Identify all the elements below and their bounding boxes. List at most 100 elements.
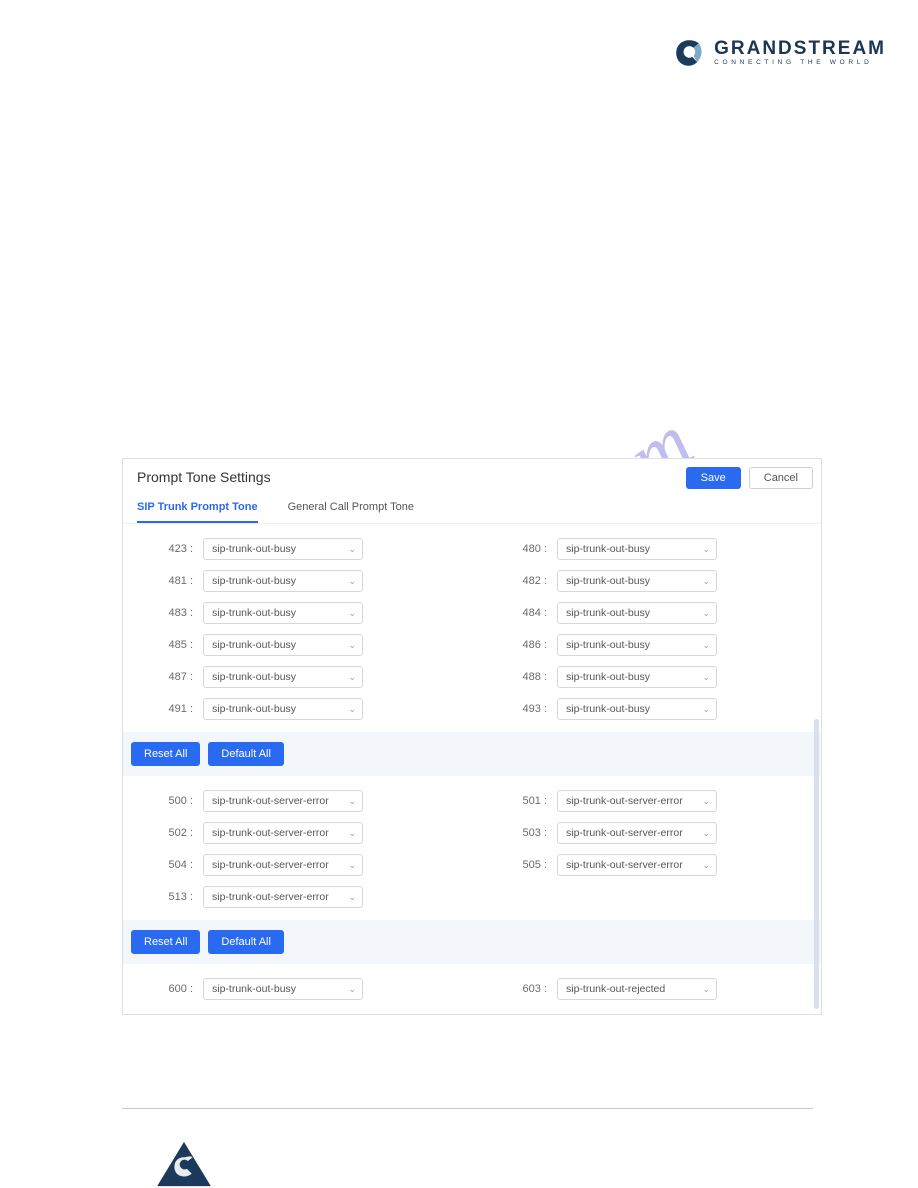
tone-select[interactable]: sip-trunk-out-busy⌄	[203, 698, 363, 720]
code-label: 503 :	[487, 827, 547, 839]
chevron-down-icon: ⌄	[348, 608, 356, 619]
code-label: 483 :	[133, 607, 193, 619]
chevron-down-icon: ⌄	[348, 704, 356, 715]
tone-select[interactable]: sip-trunk-out-busy⌄	[203, 634, 363, 656]
code-field: 487 : sip-trunk-out-busy ⌄	[133, 666, 457, 688]
code-field: 491 : sip-trunk-out-busy⌄	[133, 698, 457, 720]
prompt-tone-settings-panel: Prompt Tone Settings Save Cancel SIP Tru…	[122, 458, 822, 1015]
code-field: 603 : sip-trunk-out-rejected⌄	[487, 978, 811, 1000]
save-button[interactable]: Save	[686, 467, 741, 489]
brand-name: GRANDSTREAM	[714, 39, 886, 58]
chevron-down-icon: ⌄	[702, 576, 710, 587]
code-field: 493 :sip-trunk-out-busy⌄	[487, 698, 811, 720]
code-field: 513 : sip-trunk-out-server-error⌄	[133, 886, 457, 908]
tab-bar: SIP Trunk Prompt Tone General Call Promp…	[123, 489, 821, 524]
tone-select-value: sip-trunk-out-server-error	[566, 827, 683, 839]
tone-select-value: sip-trunk-out-busy	[566, 671, 650, 683]
tone-select-value: sip-trunk-out-busy	[212, 983, 296, 995]
tone-select[interactable]: sip-trunk-out-server-error⌄	[203, 854, 363, 876]
chevron-down-icon: ⌄	[348, 672, 356, 683]
tone-select[interactable]: sip-trunk-out-busy⌄	[557, 570, 717, 592]
code-field: 485 : sip-trunk-out-busy⌄	[133, 634, 457, 656]
default-all-button[interactable]: Default All	[208, 742, 284, 766]
brand-header: GRANDSTREAM CONNECTING THE WORLD	[674, 38, 886, 68]
tone-select[interactable]: sip-trunk-out-busy ⌄	[203, 602, 363, 624]
group-4xx-buttons: Reset All Default All	[123, 732, 821, 776]
reset-all-button[interactable]: Reset All	[131, 742, 200, 766]
code-field: 502 : sip-trunk-out-server-error⌄	[133, 822, 457, 844]
tab-sip-trunk[interactable]: SIP Trunk Prompt Tone	[137, 495, 258, 523]
code-label: 486 :	[487, 639, 547, 651]
tone-select[interactable]: sip-trunk-out-rejected⌄	[557, 978, 717, 1000]
chevron-down-icon: ⌄	[348, 796, 356, 807]
tone-select-value: sip-trunk-out-busy	[212, 575, 296, 587]
code-label: 500 :	[133, 795, 193, 807]
chevron-down-icon: ⌄	[348, 544, 356, 555]
tab-general-call[interactable]: General Call Prompt Tone	[288, 495, 414, 523]
code-label: 504 :	[133, 859, 193, 871]
footer-divider	[122, 1108, 813, 1109]
chevron-down-icon: ⌄	[348, 984, 356, 995]
chevron-down-icon: ⌄	[702, 704, 710, 715]
code-label: 423 :	[133, 543, 193, 555]
code-label: 513 :	[133, 891, 193, 903]
code-label: 485 :	[133, 639, 193, 651]
code-field: 501 :sip-trunk-out-server-error⌄	[487, 790, 811, 812]
tone-select-value: sip-trunk-out-busy	[566, 703, 650, 715]
tone-select[interactable]: sip-trunk-out-server-error⌄	[557, 790, 717, 812]
tone-select[interactable]: sip-trunk-out-server-error⌄	[557, 854, 717, 876]
code-label: 600 :	[133, 983, 193, 995]
tone-select-value: sip-trunk-out-server-error	[212, 859, 329, 871]
tone-select[interactable]: sip-trunk-out-busy ⌄	[203, 666, 363, 688]
code-label: 491 :	[133, 703, 193, 715]
tone-select[interactable]: sip-trunk-out-busy⌄	[557, 666, 717, 688]
tone-select[interactable]: sip-trunk-out-busy ⌄	[203, 978, 363, 1000]
tone-select-value: sip-trunk-out-server-error	[212, 795, 329, 807]
tone-select[interactable]: sip-trunk-out-busy ⌄	[557, 538, 717, 560]
tone-select[interactable]: sip-trunk-out-server-error⌄	[203, 822, 363, 844]
tone-select-value: sip-trunk-out-busy	[212, 543, 296, 555]
cancel-button[interactable]: Cancel	[749, 467, 813, 489]
reset-all-button[interactable]: Reset All	[131, 930, 200, 954]
panel-title: Prompt Tone Settings	[137, 469, 271, 485]
tone-select[interactable]: sip-trunk-out-busy ⌄	[203, 570, 363, 592]
tone-select-value: sip-trunk-out-server-error	[212, 827, 329, 839]
tone-select[interactable]: sip-trunk-out-server-error⌄	[203, 886, 363, 908]
chevron-down-icon: ⌄	[348, 576, 356, 587]
code-label: 488 :	[487, 671, 547, 683]
tone-select-value: sip-trunk-out-rejected	[566, 983, 665, 995]
tone-select[interactable]: sip-trunk-out-busy⌄	[557, 602, 717, 624]
code-field: 500 : sip-trunk-out-server-error ⌄	[133, 790, 457, 812]
tone-select-value: sip-trunk-out-busy	[212, 607, 296, 619]
tone-select[interactable]: sip-trunk-out-server-error ⌄	[557, 822, 717, 844]
code-label: 484 :	[487, 607, 547, 619]
code-field: 484 : sip-trunk-out-busy⌄	[487, 602, 811, 624]
code-group-5xx: 500 : sip-trunk-out-server-error ⌄ 501 :sip…	[123, 776, 821, 920]
tone-select-value: sip-trunk-out-busy	[212, 671, 296, 683]
tone-select[interactable]: sip-trunk-out-server-error ⌄	[203, 790, 363, 812]
code-label: 603 :	[487, 983, 547, 995]
tone-select-value: sip-trunk-out-busy	[566, 543, 650, 555]
code-field: 488 : sip-trunk-out-busy⌄	[487, 666, 811, 688]
settings-scroll-area[interactable]: 423 :sip-trunk-out-busy⌄480 :sip-trunk-o…	[123, 524, 821, 1015]
code-label: 505 :	[487, 859, 547, 871]
default-all-button[interactable]: Default All	[208, 930, 284, 954]
code-label: 502 :	[133, 827, 193, 839]
chevron-down-icon: ⌄	[348, 640, 356, 651]
code-group-4xx: 423 :sip-trunk-out-busy⌄480 :sip-trunk-o…	[123, 524, 821, 732]
tone-select[interactable]: sip-trunk-out-busy⌄	[557, 634, 717, 656]
code-label: 480 :	[487, 543, 547, 555]
tone-select[interactable]: sip-trunk-out-busy ⌄	[203, 538, 363, 560]
chevron-down-icon: ⌄	[702, 544, 710, 555]
code-label: 481 :	[133, 575, 193, 587]
tone-select-value: sip-trunk-out-busy	[566, 607, 650, 619]
tone-select[interactable]: sip-trunk-out-busy ⌄	[557, 698, 717, 720]
code-label: 482 :	[487, 575, 547, 587]
footer-logo-icon	[155, 1140, 213, 1188]
group-5xx-buttons: Reset All Default All	[123, 920, 821, 964]
tone-select-value: sip-trunk-out-server-error	[566, 795, 683, 807]
code-field: 480 : sip-trunk-out-busy ⌄	[487, 538, 811, 560]
chevron-down-icon: ⌄	[702, 828, 710, 839]
code-label: 487 :	[133, 671, 193, 683]
scrollbar[interactable]	[814, 719, 819, 1009]
